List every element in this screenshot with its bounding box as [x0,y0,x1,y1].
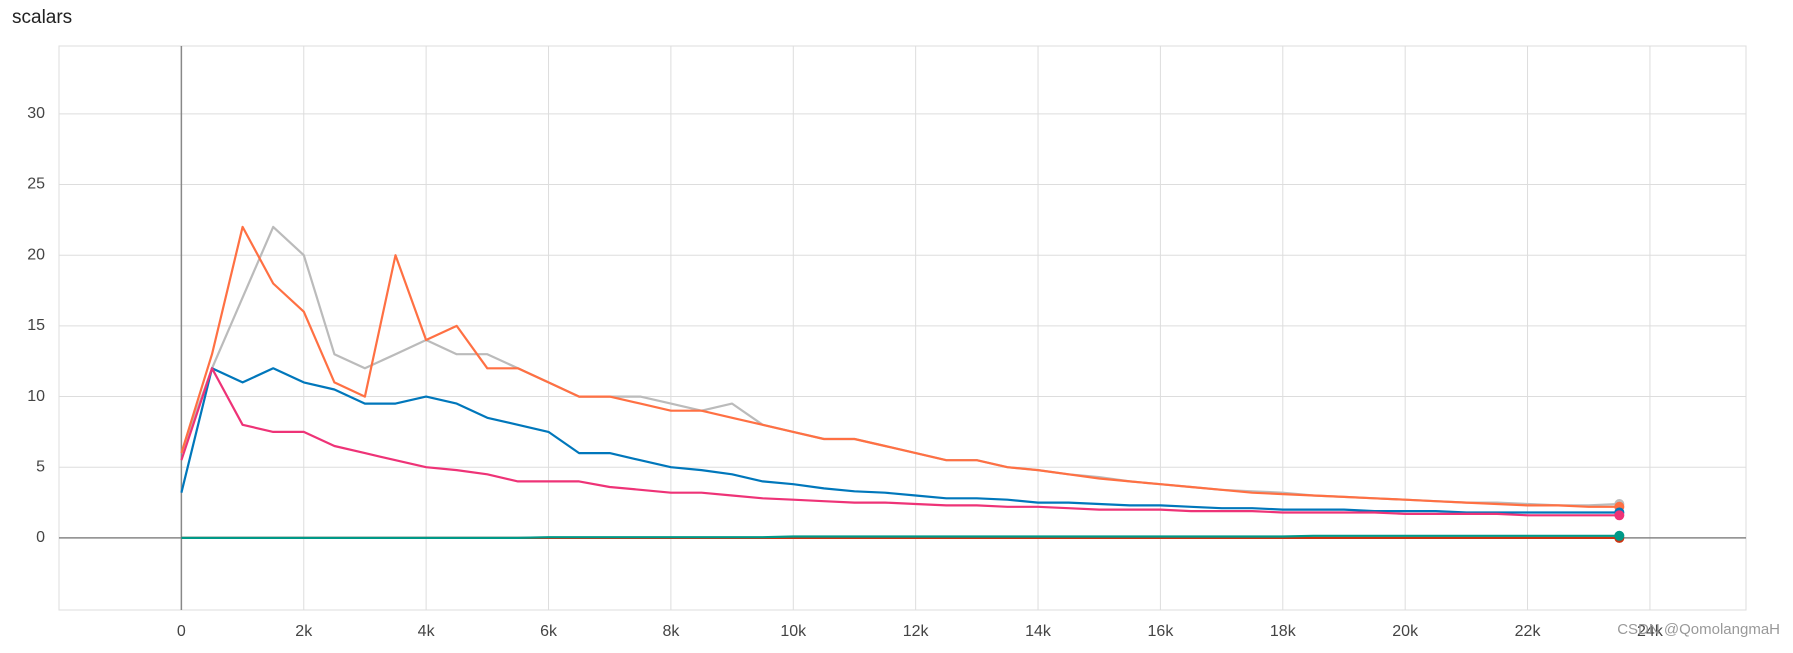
x-tick-label: 12k [903,623,930,640]
x-tick-label: 22k [1515,623,1542,640]
y-tick-label: 20 [27,246,45,263]
series-line [181,534,1620,539]
x-tick-label: 20k [1392,623,1419,640]
series-line [180,367,1620,517]
chart-title: scalars [12,7,72,28]
x-tick-label: 16k [1148,623,1175,640]
series-line [180,225,1620,508]
y-tick-label: 15 [27,317,45,334]
y-tick-label: 25 [27,176,45,193]
x-tick-label: 4k [418,623,436,640]
end-marker [1614,510,1625,521]
y-tick-label: 10 [27,388,45,405]
x-tick-label: 24k [1637,623,1664,640]
x-tick-label: 8k [662,623,680,640]
series-line [180,225,1620,507]
plot-area [58,45,1747,611]
x-tick-label: 18k [1270,623,1297,640]
y-tick-label: 0 [36,529,45,546]
x-tick-label: 0 [177,623,186,640]
x-tick-label: 6k [540,623,558,640]
y-tick-label: 30 [27,105,45,122]
end-marker [1614,530,1625,541]
y-tick-label: 5 [36,458,45,475]
x-tick-label: 2k [295,623,313,640]
x-tick-label: 14k [1025,623,1052,640]
x-tick-label: 10k [780,623,807,640]
watermark: CSDN @QomolangmaH [1617,621,1780,638]
series-line [180,367,1620,514]
